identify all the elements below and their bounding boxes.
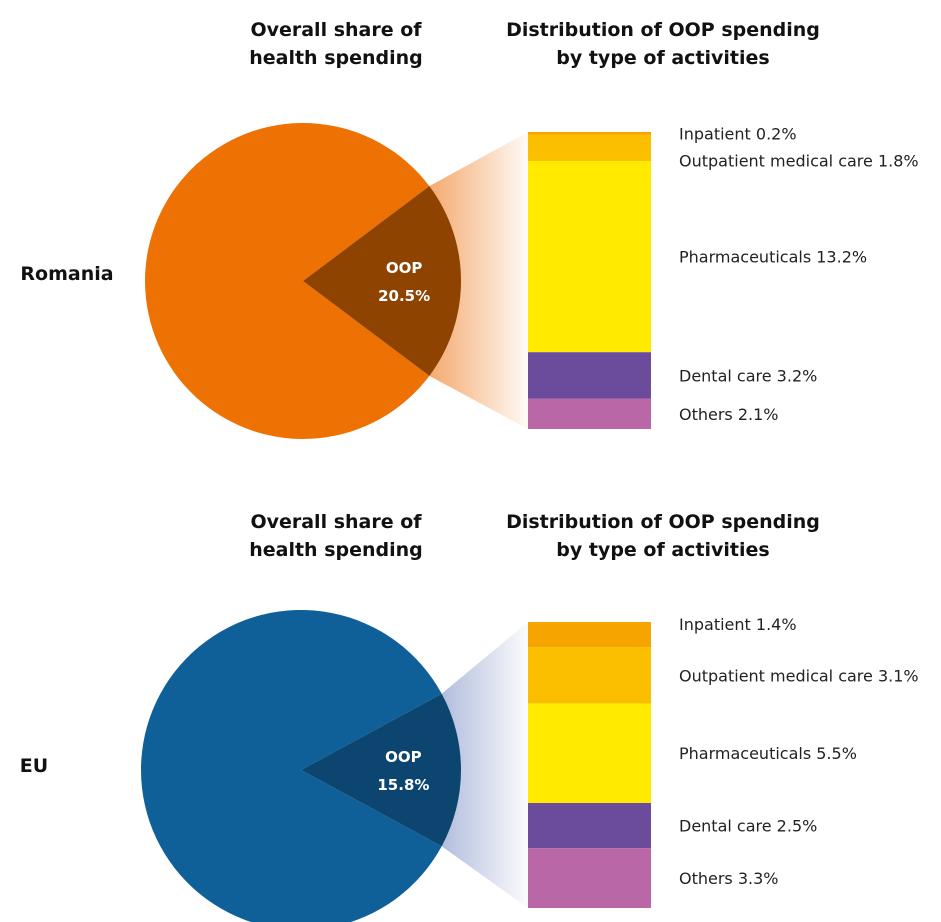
bar-title-line-1: Distribution of OOP spending [506, 511, 820, 533]
connector-fan [429, 132, 528, 429]
bar-label-others: Others 2.1% [679, 405, 779, 424]
pie-title-line-2: health spending [249, 47, 423, 69]
bar-segment-others [528, 848, 651, 908]
bar-label-dental-care: Dental care 2.5% [679, 817, 817, 836]
connector-fan [441, 622, 528, 908]
bar-label-others: Others 3.3% [679, 869, 779, 888]
pie-slice-other-spending [141, 610, 442, 922]
oop-slice-value: 15.8% [377, 776, 429, 794]
country-label: Romania [20, 263, 113, 285]
bar-label-outpatient-medical-care: Outpatient medical care 1.8% [679, 151, 919, 170]
bar-label-dental-care: Dental care 3.2% [679, 366, 817, 385]
pie-slice-oop [301, 693, 462, 847]
panel-romania: Overall share of health spending Distribut… [20, 19, 919, 439]
panel-eu: Overall share of health spending Distribut… [20, 511, 919, 922]
bar-segment-dental-care [528, 352, 651, 399]
bar-segment-pharmaceuticals [528, 703, 651, 804]
bar-title-line-2: by type of activities [556, 539, 769, 561]
bar-segment-dental-care [528, 803, 651, 849]
bar-segment-others [528, 398, 651, 429]
bar-segment-pharmaceuticals [528, 160, 651, 353]
pie-title-line-1: Overall share of [250, 511, 422, 533]
pie-title-line-2: health spending [249, 539, 423, 561]
oop-slice-label: OOP [386, 259, 423, 277]
oop-slice-value: 20.5% [378, 287, 430, 305]
bar-title-line-2: by type of activities [556, 47, 769, 69]
bar-label-inpatient: Inpatient 1.4% [679, 615, 797, 634]
bar-label-pharmaceuticals: Pharmaceuticals 13.2% [679, 248, 867, 267]
bar-segment-outpatient-medical-care [528, 647, 651, 704]
bar-label-outpatient-medical-care: Outpatient medical care 3.1% [679, 666, 919, 685]
pie-title-line-1: Overall share of [250, 19, 422, 41]
bar-segment-outpatient-medical-care [528, 134, 651, 161]
bar-segment-inpatient [528, 622, 651, 648]
oop-slice-label: OOP [385, 748, 422, 766]
pie-slice-oop [303, 186, 461, 376]
country-label: EU [20, 755, 48, 777]
bar-segment-inpatient [528, 132, 651, 135]
bar-label-pharmaceuticals: Pharmaceuticals 5.5% [679, 744, 857, 763]
pie-slice-other-spending [145, 122, 430, 439]
bar-title-line-1: Distribution of OOP spending [506, 19, 820, 41]
bar-label-inpatient: Inpatient 0.2% [679, 124, 797, 143]
